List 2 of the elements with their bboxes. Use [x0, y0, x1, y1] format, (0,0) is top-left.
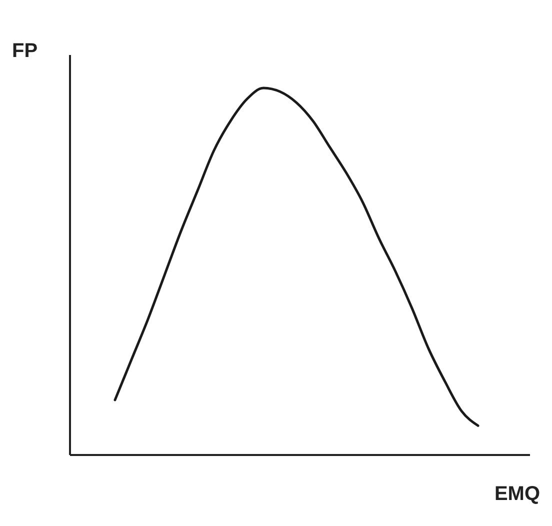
- x-axis-title: EMQ: [494, 483, 540, 505]
- y-axis-title: FP: [12, 40, 38, 62]
